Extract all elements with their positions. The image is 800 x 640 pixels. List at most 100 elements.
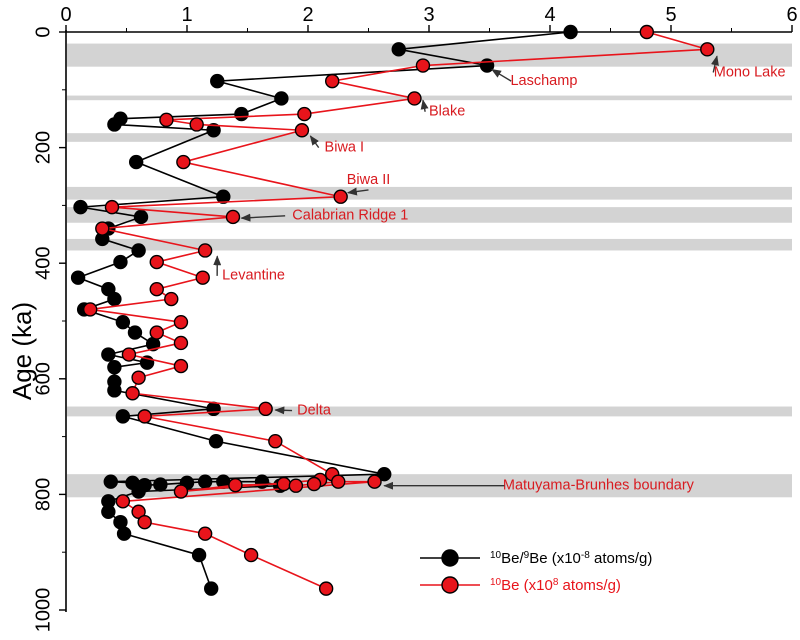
data-series: [70, 24, 715, 596]
annotations: Mono Lake Laschamp Blake Biwa I Biwa II Calab…: [213, 55, 786, 494]
data-point: [367, 474, 382, 489]
band-6: [67, 406, 792, 417]
data-point: [254, 474, 270, 489]
annotation-arrow: [711, 55, 719, 73]
y-axis-title: Age (ka): [7, 302, 37, 400]
legend-marker: [441, 576, 459, 594]
data-point: [258, 401, 273, 417]
data-point: [104, 199, 120, 215]
data-point: [189, 117, 204, 132]
annotation-arrow: [274, 406, 293, 415]
data-point: [131, 243, 146, 258]
data-point: [173, 358, 189, 374]
annotation-label: Calabrian Ridge 1: [292, 208, 408, 224]
data-point: [95, 221, 110, 236]
data-point: [195, 270, 210, 285]
data-point: [274, 91, 289, 106]
annotation-label: Matuyama-Brunhes boundary: [503, 478, 695, 494]
data-point: [197, 243, 213, 258]
data-point: [101, 347, 116, 362]
series-line: [90, 31, 708, 590]
data-point: [137, 514, 152, 530]
data-point: [294, 123, 310, 138]
data-point: [128, 154, 144, 170]
data-point: [288, 478, 304, 493]
data-point: [318, 581, 334, 596]
data-point: [331, 474, 346, 489]
legend-label: 10Be (x108 atoms/g): [490, 577, 621, 595]
data-point: [164, 291, 179, 307]
annotation-label: Biwa I: [325, 139, 365, 155]
data-point: [107, 117, 122, 132]
data-point: [173, 335, 189, 351]
band-1: [67, 95, 792, 101]
data-point: [107, 291, 122, 307]
data-point: [306, 476, 322, 492]
data-point: [125, 386, 140, 401]
y-tick-label: 400: [32, 247, 54, 280]
data-point: [133, 209, 149, 225]
data-point: [131, 370, 146, 385]
annotation: Levantine: [213, 255, 285, 284]
x-tick-label: 2: [302, 4, 313, 26]
data-point: [276, 476, 291, 492]
data-point: [173, 314, 189, 330]
data-point: [208, 434, 224, 449]
annotation-label: Delta: [297, 402, 332, 418]
data-point: [107, 383, 122, 398]
band-3: [67, 186, 792, 200]
annotation-label: Blake: [429, 104, 465, 120]
annotation-label: Mono Lake: [714, 64, 786, 80]
annotation: Biwa I: [309, 135, 365, 155]
band-2: [67, 133, 792, 142]
data-point: [115, 314, 131, 330]
data-point: [234, 106, 249, 122]
annotation-label: Laschamp: [510, 73, 577, 89]
annotation-arrow: [491, 68, 512, 82]
annotation-label: Levantine: [222, 268, 285, 284]
data-point: [325, 73, 340, 89]
legend-label: 10Be/9Be (x10-8 atoms/g): [490, 550, 652, 568]
annotation-arrow: [346, 187, 369, 196]
data-point: [700, 42, 715, 57]
y-tick-label: 600: [32, 362, 54, 395]
band-5: [67, 238, 792, 251]
data-point: [82, 302, 98, 317]
annotation: Delta: [274, 402, 332, 418]
data-point: [377, 466, 392, 482]
data-point: [73, 199, 88, 215]
series-1: [82, 24, 715, 596]
data-point: [131, 504, 146, 519]
annotation-arrow: [420, 99, 429, 112]
data-point: [173, 484, 189, 499]
data-point: [333, 189, 348, 204]
x-tick-label: 1: [181, 4, 192, 26]
y-tick-label: 800: [32, 478, 54, 511]
data-point: [415, 58, 431, 73]
annotation-arrow: [240, 213, 286, 222]
data-point: [103, 474, 118, 489]
legend-marker: [441, 549, 459, 567]
data-point: [206, 123, 221, 138]
annotation-arrow: [309, 135, 320, 149]
data-point: [115, 494, 131, 509]
data-point: [216, 189, 231, 204]
data-point: [176, 154, 191, 170]
data-point: [70, 270, 86, 285]
annotation: Matuyama-Brunhes boundary: [383, 478, 695, 494]
data-point: [116, 526, 132, 541]
series-0: [70, 24, 578, 596]
y-tick-label: 200: [32, 131, 54, 164]
data-point: [228, 477, 243, 493]
data-point: [197, 526, 213, 541]
x-tick-label: 4: [544, 4, 555, 26]
data-point: [149, 282, 164, 297]
data-point: [153, 477, 168, 492]
data-point: [115, 409, 131, 424]
data-point: [203, 581, 219, 596]
data-point: [391, 42, 406, 57]
data-point: [113, 254, 128, 270]
x-tick-label: 3: [423, 4, 434, 26]
annotation: Laschamp: [491, 68, 577, 89]
